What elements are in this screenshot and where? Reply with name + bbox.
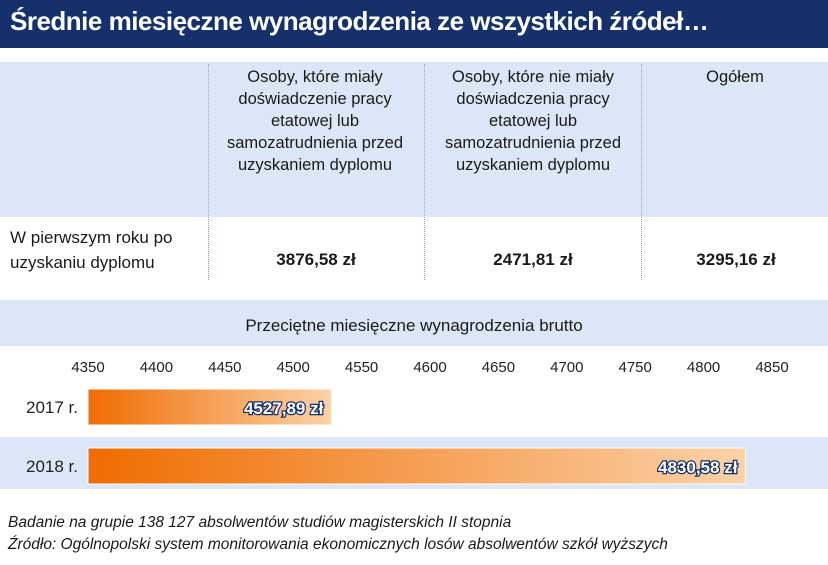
column-divider	[641, 64, 642, 280]
x-tick-label: 4700	[550, 359, 583, 376]
x-tick-label: 4650	[482, 359, 515, 376]
column-divider	[208, 64, 209, 280]
x-tick-label: 4750	[619, 359, 652, 376]
x-tick-label: 4350	[71, 359, 104, 376]
bar	[87, 388, 332, 426]
table-header-band	[0, 62, 828, 217]
x-tick-label: 4600	[413, 359, 446, 376]
table-column-header: Ogółem	[706, 68, 764, 86]
category-label: 2018 r.	[26, 457, 78, 476]
table-cell: 2471,81 zł	[493, 250, 573, 269]
x-tick-label: 4450	[208, 359, 241, 376]
table-row-label: W pierwszym roku po uzyskaniu dyplomu	[10, 228, 173, 272]
x-tick-label: 4400	[140, 359, 173, 376]
footnotes: Badanie na grupie 138 127 absolwentów st…	[8, 512, 668, 556]
x-tick-label: 4500	[277, 359, 310, 376]
bar-chart: 4350 4400 4450 4500 4550 4600 4650 4700 4750 4800…	[0, 359, 828, 489]
table-column-header: Osoby, które miały doświadczenie pracy e…	[226, 68, 404, 174]
data-label: 4830,58 zł	[658, 458, 738, 477]
x-tick-label: 4550	[345, 359, 378, 376]
footnote-sample: Badanie na grupie 138 127 absolwentów st…	[8, 514, 512, 531]
title-bar: Średnie miesięczne wynagrodzenia ze wszy…	[0, 0, 828, 48]
column-divider	[424, 64, 425, 280]
chart-title: Przeciętne miesięczne wynagrodzenia brut…	[245, 316, 583, 335]
table-cell: 3295,16 zł	[696, 250, 776, 269]
chart-title-band	[0, 300, 828, 346]
data-label: 4527,89 zł	[244, 399, 324, 418]
bar	[87, 447, 746, 485]
footnote-source: Źródło: Ogólnopolski system monitorowani…	[8, 536, 668, 553]
x-tick-label: 4800	[687, 359, 720, 376]
category-label: 2017 r.	[26, 398, 78, 417]
table-cell: 3876,58 zł	[276, 250, 356, 269]
table-column-header: Osoby, które nie miały doświadczenia pra…	[444, 68, 622, 174]
page-title: Średnie miesięczne wynagrodzenia ze wszy…	[10, 6, 709, 36]
x-tick-label: 4850	[755, 359, 788, 376]
